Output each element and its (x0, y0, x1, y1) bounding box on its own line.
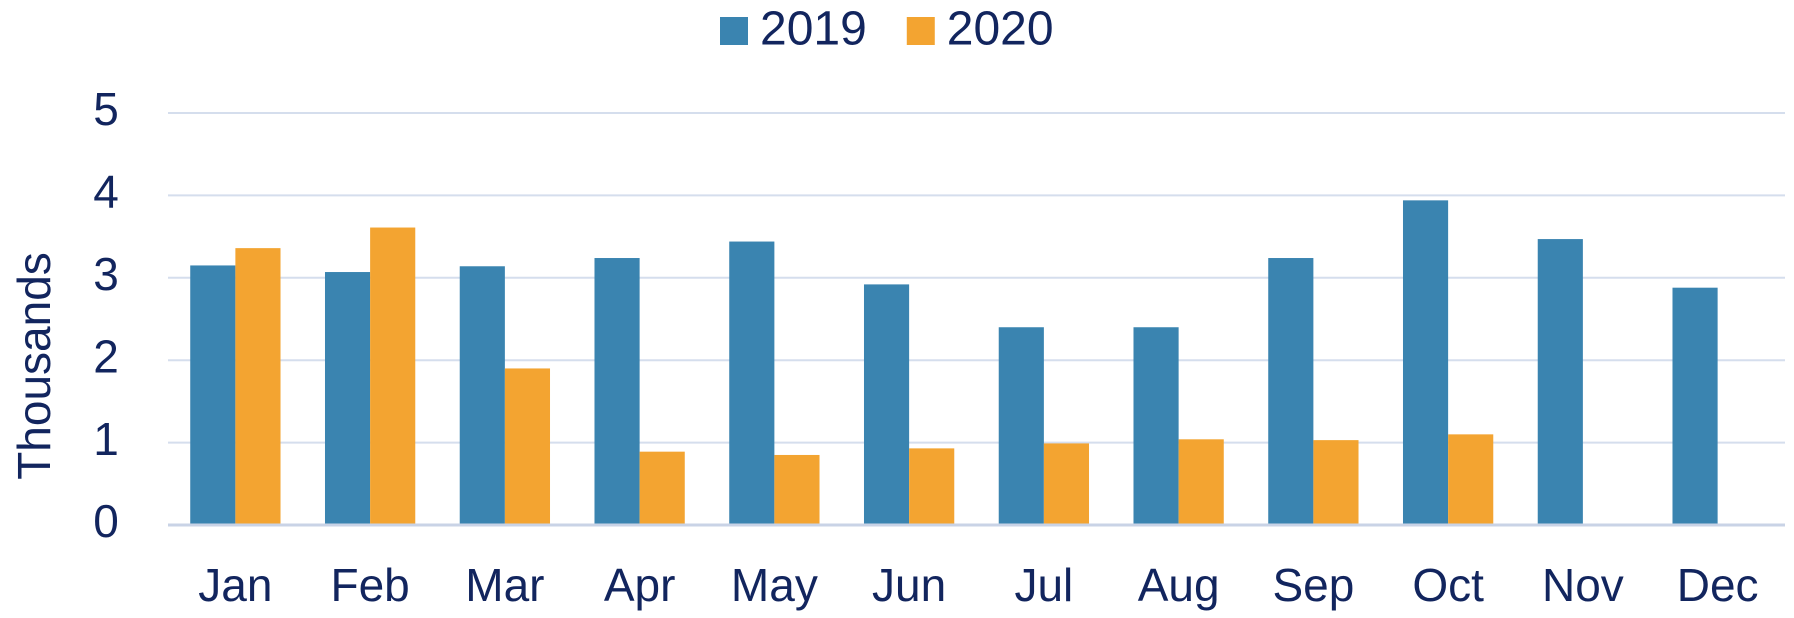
bar (324, 272, 371, 525)
x-tick-label: Apr (604, 559, 676, 611)
x-tick-label: Dec (1677, 559, 1759, 611)
y-tick-label: 3 (93, 248, 119, 300)
x-tick-label: Feb (330, 559, 409, 611)
x-tick-label: May (731, 559, 818, 611)
x-tick-label: Jul (1014, 559, 1073, 611)
bar (1672, 287, 1718, 525)
bar (729, 241, 775, 525)
bar (504, 368, 551, 525)
bar (1313, 440, 1359, 525)
legend-label: 2020 (947, 3, 1054, 56)
x-tick-label: Jan (198, 559, 272, 611)
legend-swatch (906, 17, 935, 45)
bar (774, 454, 820, 525)
x-tick-label: Aug (1138, 559, 1220, 611)
bar (1402, 200, 1449, 525)
bar (594, 258, 640, 525)
bar (1043, 443, 1090, 525)
y-axis-title: Thousands (8, 252, 60, 480)
x-tick-label: Jun (872, 559, 946, 611)
bar (998, 327, 1044, 525)
x-tick-label: Sep (1272, 559, 1354, 611)
bar (190, 265, 236, 525)
bar (1268, 258, 1314, 525)
bar (370, 227, 416, 525)
bar (909, 448, 955, 525)
bar (639, 451, 685, 525)
bar (1537, 239, 1583, 525)
bar (1448, 434, 1494, 525)
y-tick-label: 2 (93, 330, 119, 382)
bar (863, 284, 910, 525)
legend-swatch (720, 17, 748, 45)
bar (1178, 439, 1224, 525)
y-tick-label: 1 (93, 413, 119, 465)
bar (459, 266, 505, 525)
bar (1133, 327, 1179, 525)
y-tick-label: 5 (93, 83, 119, 135)
y-tick-label: 4 (93, 166, 119, 218)
legend-label: 2019 (760, 3, 867, 56)
y-tick-label: 0 (93, 495, 119, 547)
bar (235, 248, 281, 526)
x-tick-label: Nov (1542, 559, 1624, 611)
x-tick-label: Mar (465, 559, 544, 611)
x-tick-label: Oct (1412, 559, 1484, 611)
